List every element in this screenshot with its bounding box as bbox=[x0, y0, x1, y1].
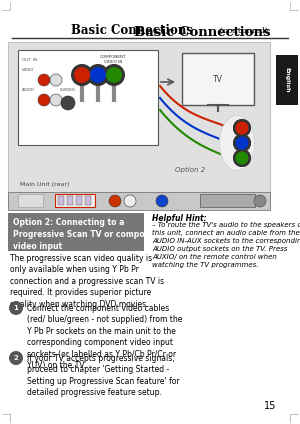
Text: OUT  IN: OUT IN bbox=[22, 58, 37, 62]
Bar bbox=[55, 194, 95, 207]
Bar bbox=[8, 213, 144, 251]
Circle shape bbox=[254, 195, 266, 207]
Circle shape bbox=[9, 351, 23, 365]
Text: 1: 1 bbox=[14, 305, 18, 311]
Bar bbox=[18, 194, 43, 207]
Text: VIDEO: VIDEO bbox=[22, 68, 34, 72]
Circle shape bbox=[106, 67, 122, 83]
Bar bbox=[67, 196, 73, 205]
Circle shape bbox=[236, 151, 248, 165]
Text: AUDIO: AUDIO bbox=[22, 88, 35, 92]
Text: S-VIDEO: S-VIDEO bbox=[60, 88, 76, 92]
Bar bbox=[182, 53, 254, 105]
Circle shape bbox=[38, 94, 50, 106]
Text: The progressive scan video quality is
only available when using Y Pb Pr
connecti: The progressive scan video quality is on… bbox=[10, 254, 164, 309]
Circle shape bbox=[233, 119, 251, 137]
Circle shape bbox=[71, 64, 93, 86]
Text: Connect the component video cables
(red/ blue/green - not supplied) from the
Y P: Connect the component video cables (red/… bbox=[27, 304, 182, 370]
Circle shape bbox=[87, 64, 109, 86]
Text: TV: TV bbox=[213, 75, 223, 84]
Bar bbox=[276, 55, 298, 105]
Text: Basic Connections: Basic Connections bbox=[134, 25, 270, 39]
Text: If your TV accepts progressive signals,
proceed to chapter 'Getting Started -
Se: If your TV accepts progressive signals, … bbox=[27, 354, 180, 397]
Bar bbox=[8, 192, 270, 210]
Bar bbox=[18, 50, 158, 145]
Text: Main Unit (rear): Main Unit (rear) bbox=[20, 182, 69, 187]
Text: Option 2: Option 2 bbox=[175, 167, 205, 173]
Bar bbox=[200, 194, 255, 207]
Circle shape bbox=[90, 67, 106, 83]
Circle shape bbox=[236, 137, 248, 150]
Text: Basic Connections: Basic Connections bbox=[71, 25, 193, 37]
Circle shape bbox=[236, 137, 248, 150]
Circle shape bbox=[103, 64, 125, 86]
Circle shape bbox=[38, 74, 50, 86]
Circle shape bbox=[233, 149, 251, 167]
Circle shape bbox=[50, 94, 62, 106]
Text: Helpful Hint:: Helpful Hint: bbox=[152, 214, 207, 223]
Circle shape bbox=[124, 195, 136, 207]
Circle shape bbox=[236, 122, 248, 134]
Circle shape bbox=[236, 122, 248, 134]
Bar bbox=[85, 196, 91, 205]
Text: COMPONENT
VIDEO IN: COMPONENT VIDEO IN bbox=[100, 55, 126, 64]
Text: Option 2: Connecting to a
Progressive Scan TV or component
video input: Option 2: Connecting to a Progressive Sc… bbox=[13, 218, 164, 251]
Circle shape bbox=[50, 74, 62, 86]
Circle shape bbox=[233, 119, 251, 137]
Circle shape bbox=[156, 195, 168, 207]
Bar bbox=[8, 42, 270, 207]
Circle shape bbox=[233, 134, 251, 152]
Circle shape bbox=[233, 149, 251, 167]
Text: Basic Connections (continued): Basic Connections (continued) bbox=[66, 25, 270, 39]
Bar bbox=[76, 196, 82, 205]
Circle shape bbox=[9, 301, 23, 315]
Circle shape bbox=[61, 96, 75, 110]
Bar bbox=[58, 196, 64, 205]
Ellipse shape bbox=[220, 115, 254, 170]
Text: 2: 2 bbox=[14, 355, 18, 361]
Circle shape bbox=[109, 195, 121, 207]
Text: 15: 15 bbox=[264, 401, 276, 411]
Circle shape bbox=[236, 151, 248, 165]
Text: English: English bbox=[284, 67, 290, 93]
Text: (continued): (continued) bbox=[217, 27, 268, 35]
Circle shape bbox=[233, 134, 251, 152]
Circle shape bbox=[74, 67, 90, 83]
Text: – To route the TV's audio to the speakers on
this unit, connect an audio cable f: – To route the TV's audio to the speaker… bbox=[152, 222, 300, 268]
Text: (continued): (continued) bbox=[214, 28, 270, 36]
